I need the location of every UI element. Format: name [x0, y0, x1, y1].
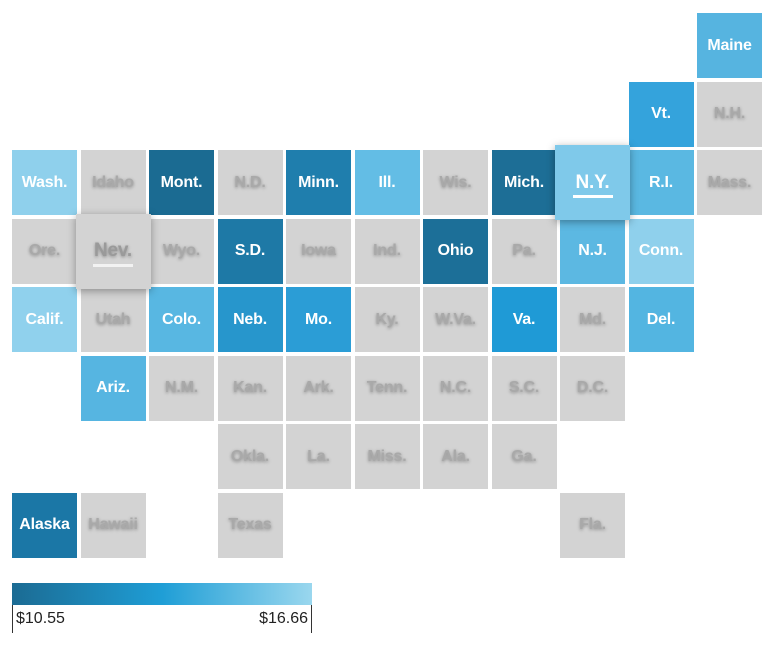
state-tile-dc[interactable]: D.C. [560, 355, 625, 421]
state-tile-maine[interactable]: Maine [697, 13, 762, 78]
state-tile-pa[interactable]: Pa. [491, 218, 557, 284]
state-tile-iowa[interactable]: Iowa [286, 218, 351, 284]
legend-max-label: $16.66 [259, 610, 308, 627]
state-tile-texas[interactable]: Texas [217, 492, 283, 558]
state-tile-mont[interactable]: Mont. [149, 150, 214, 215]
state-tile-vt[interactable]: Vt. [628, 81, 694, 147]
state-tile-nm[interactable]: N.M. [149, 355, 214, 421]
tile-grid-map: Maine Vt. N.H. Wash. Idaho Mont. N.D. Minn. Ill.… [12, 13, 762, 558]
state-tile-hawaii[interactable]: Hawaii [80, 492, 146, 558]
state-tile-mich[interactable]: Mich. [491, 150, 557, 215]
state-tile-mo[interactable]: Mo. [286, 287, 351, 352]
state-tile-minn[interactable]: Minn. [286, 150, 351, 215]
legend-tick-max [311, 605, 312, 633]
state-tile-ny[interactable]: N.Y. [555, 145, 630, 220]
state-tile-sd[interactable]: S.D. [217, 218, 283, 284]
legend-gradient-bar [12, 583, 312, 605]
state-tile-wva[interactable]: W.Va. [423, 287, 488, 352]
state-tile-nh[interactable]: N.H. [697, 81, 762, 147]
state-tile-calif[interactable]: Calif. [12, 287, 77, 352]
state-tile-wyo[interactable]: Wyo. [149, 218, 214, 284]
state-tile-ore[interactable]: Ore. [12, 218, 77, 284]
state-tile-sc[interactable]: S.C. [491, 355, 557, 421]
state-tile-ala[interactable]: Ala. [423, 424, 488, 489]
state-tile-neb[interactable]: Neb. [217, 287, 283, 352]
state-tile-ariz[interactable]: Ariz. [80, 355, 146, 421]
state-tile-wis[interactable]: Wis. [423, 150, 488, 215]
state-tile-nc[interactable]: N.C. [423, 355, 488, 421]
state-tile-conn[interactable]: Conn. [628, 218, 694, 284]
state-tile-utah[interactable]: Utah [80, 287, 146, 352]
state-tile-nd[interactable]: N.D. [217, 150, 283, 215]
state-tile-ark[interactable]: Ark. [286, 355, 351, 421]
state-tile-nj[interactable]: N.J. [560, 218, 625, 284]
color-scale-legend: $10.55 $16.66 [12, 583, 312, 635]
state-tile-md[interactable]: Md. [560, 287, 625, 352]
state-tile-ind[interactable]: Ind. [354, 218, 420, 284]
state-tile-miss[interactable]: Miss. [354, 424, 420, 489]
state-tile-kan[interactable]: Kan. [217, 355, 283, 421]
state-tile-mass[interactable]: Mass. [697, 150, 762, 215]
state-tile-wash[interactable]: Wash. [12, 150, 77, 215]
state-tile-ga[interactable]: Ga. [491, 424, 557, 489]
state-tile-del[interactable]: Del. [628, 287, 694, 352]
legend-min-label: $10.55 [16, 610, 65, 627]
state-tile-fla[interactable]: Fla. [560, 492, 625, 558]
state-tile-alaska[interactable]: Alaska [12, 492, 77, 558]
state-tile-ky[interactable]: Ky. [354, 287, 420, 352]
state-tile-tenn[interactable]: Tenn. [354, 355, 420, 421]
state-tile-ohio[interactable]: Ohio [423, 218, 488, 284]
state-tile-idaho[interactable]: Idaho [80, 150, 146, 215]
state-tile-nev[interactable]: Nev. [75, 213, 151, 289]
state-tile-ill[interactable]: Ill. [354, 150, 420, 215]
state-tile-okla[interactable]: Okla. [217, 424, 283, 489]
state-tile-va[interactable]: Va. [491, 287, 557, 352]
state-tile-ri[interactable]: R.I. [628, 150, 694, 215]
state-tile-la[interactable]: La. [286, 424, 351, 489]
state-tile-colo[interactable]: Colo. [149, 287, 214, 352]
legend-tick-min [12, 605, 13, 633]
